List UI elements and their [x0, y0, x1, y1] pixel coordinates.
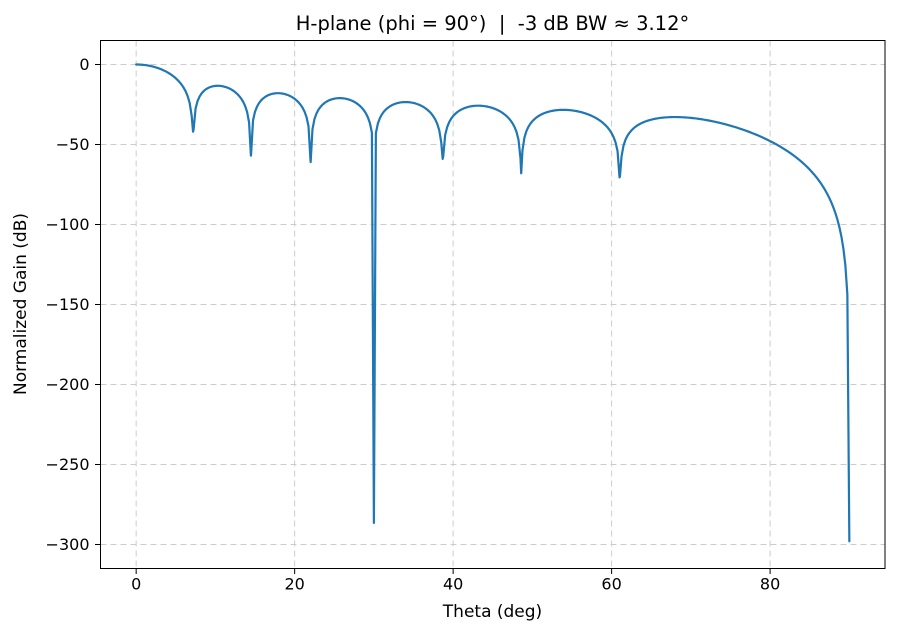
- x-tick-label: 20: [284, 575, 304, 594]
- y-tick-labels: 0 −50 −100 −150 −200 −250 −300: [46, 55, 90, 554]
- x-tick-label: 60: [601, 575, 621, 594]
- y-tick-label: 0: [79, 55, 89, 74]
- x-tick-label: 40: [443, 575, 463, 594]
- x-tick-labels: 0 20 40 60 80: [131, 575, 780, 594]
- y-axis-label: Normalized Gain (dB): [11, 212, 31, 396]
- y-tick-label: −250: [46, 455, 90, 474]
- y-tick-label: −200: [46, 375, 90, 394]
- y-tick-label: −50: [56, 135, 90, 154]
- chart-title: H-plane (phi = 90°) | -3 dB BW ≈ 3.12°: [295, 12, 690, 35]
- y-tick-label: −100: [46, 215, 90, 234]
- plot-border: [100, 40, 886, 569]
- x-axis-label: Theta (deg): [442, 602, 543, 622]
- x-tick-label: 0: [131, 575, 141, 594]
- y-tick-label: −300: [46, 535, 90, 554]
- tick-marks: [95, 64, 771, 574]
- y-tick-label: −150: [46, 295, 90, 314]
- gain-curve: [135, 63, 851, 543]
- grid-lines: [100, 40, 885, 569]
- x-tick-label: 80: [760, 575, 780, 594]
